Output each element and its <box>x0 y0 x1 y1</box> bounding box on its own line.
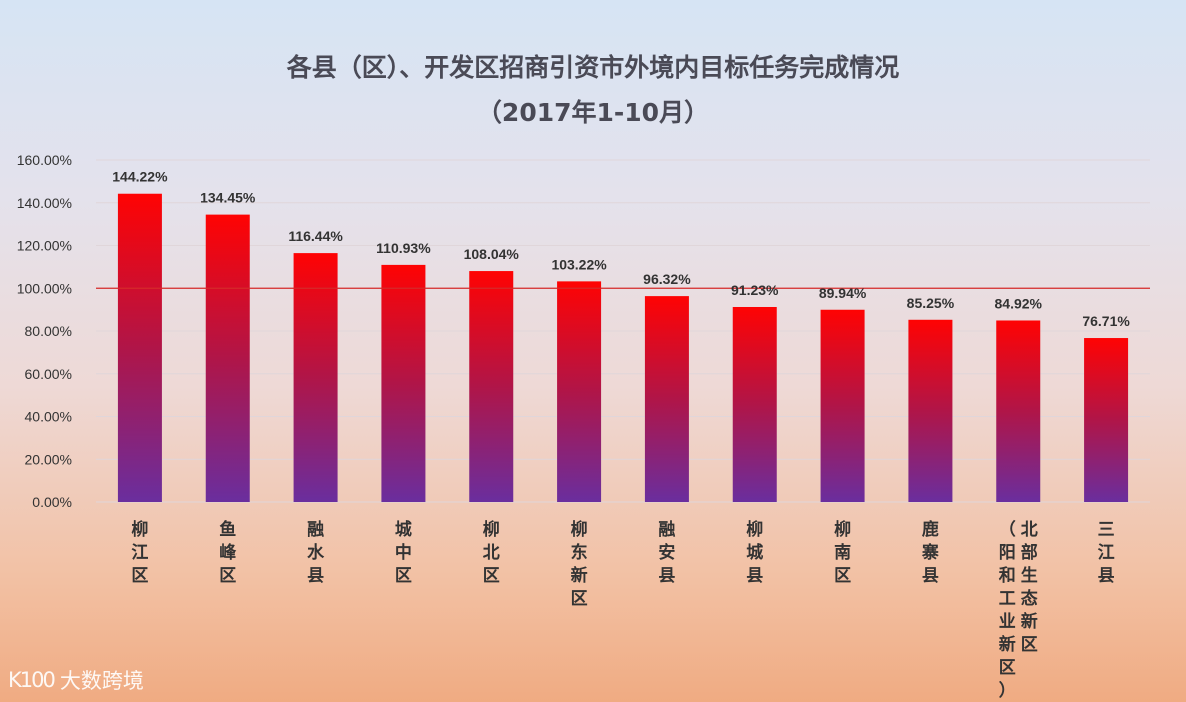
data-label: 134.45% <box>200 190 256 206</box>
x-tick-label-char: 东 <box>571 542 588 563</box>
x-tick-label-char: 县 <box>658 566 675 586</box>
x-tick-label-char: 态 <box>1021 588 1038 609</box>
grid-lines <box>96 159 1150 503</box>
bar <box>557 281 602 502</box>
x-tick-label-char: 城 <box>395 520 412 540</box>
x-tick-label-char: 阳 <box>999 543 1016 563</box>
bars <box>117 193 1129 503</box>
data-label: 89.94% <box>819 285 867 301</box>
bar <box>996 320 1041 502</box>
x-tick-label-char: （ <box>999 519 1016 540</box>
y-tick-label: 140.00% <box>17 195 72 211</box>
x-axis: 柳江区鱼峰区融水县城中区柳北区柳东新区融安县柳城县柳南区鹿寨县北部生态新区（阳和… <box>131 519 1114 701</box>
x-tick-label-char: 区 <box>219 566 236 586</box>
x-tick-label-char: 三 <box>1098 520 1115 540</box>
x-tick-label-char: 北 <box>1021 520 1038 540</box>
y-tick-label: 160.00% <box>17 152 72 168</box>
x-tick-label-char: 区 <box>571 589 588 609</box>
bar <box>908 319 953 502</box>
x-tick-label-char: 区 <box>834 566 851 586</box>
bar <box>469 271 514 502</box>
x-tick-label-char: 部 <box>1021 542 1038 563</box>
x-tick-label-char: 南 <box>834 542 851 563</box>
x-tick-label-char: 区 <box>483 566 500 586</box>
x-tick-label-char: 新 <box>571 565 588 586</box>
x-tick-label-char: 区 <box>999 658 1016 678</box>
x-tick-label-char: ） <box>999 680 1016 701</box>
watermark-text: 大数跨境 <box>59 669 144 693</box>
data-label: 96.32% <box>643 271 691 287</box>
y-tick-label: 80.00% <box>25 323 72 339</box>
y-axis: 0.00% 20.00% 40.00% 60.00% 80.00% 100.00% 120.… <box>17 152 72 510</box>
k100-logo-icon: K100 <box>8 668 56 692</box>
x-tick-label-char: 寨 <box>921 542 939 563</box>
data-label: 85.25% <box>907 295 955 311</box>
data-label: 116.44% <box>288 228 343 244</box>
x-tick-label-char: 城 <box>746 543 763 563</box>
data-label: 110.93% <box>376 240 431 256</box>
x-tick-label-char: 新 <box>999 634 1016 655</box>
x-tick-label-char: 江 <box>1098 543 1115 563</box>
y-tick-label: 0.00% <box>32 494 72 510</box>
bar <box>205 214 250 502</box>
x-tick-label-char: 融 <box>307 520 324 540</box>
bar <box>293 253 338 502</box>
x-tick-label-char: 区 <box>395 566 412 586</box>
data-label: 103.22% <box>551 256 607 272</box>
x-tick-label-char: 柳 <box>746 519 763 540</box>
x-tick-label-char: 北 <box>483 543 500 563</box>
data-label: 108.04% <box>464 246 520 262</box>
x-tick-label-char: 和 <box>999 566 1016 586</box>
y-tick-label: 60.00% <box>25 366 72 382</box>
data-label: 91.23% <box>731 282 779 298</box>
y-tick-label: 20.00% <box>25 451 72 467</box>
x-tick-label-char: 中 <box>395 542 412 563</box>
x-tick-label-char: 县 <box>307 566 324 586</box>
x-tick-label-char: 安 <box>658 542 675 563</box>
x-tick-label-char: 生 <box>1021 565 1038 586</box>
x-tick-label-char: 柳 <box>483 519 500 540</box>
x-tick-label-char: 鹿 <box>922 519 939 540</box>
x-tick-label-char: 县 <box>746 566 763 586</box>
x-tick-label-char: 柳 <box>131 519 148 540</box>
bar <box>820 309 865 502</box>
data-label: 144.22% <box>112 169 168 185</box>
x-tick-label-char: 柳 <box>834 519 851 540</box>
x-tick-label-char: 区 <box>1021 635 1038 655</box>
bar <box>732 306 777 502</box>
x-tick-label-char: 江 <box>131 543 148 563</box>
x-tick-label-char: 水 <box>307 542 325 563</box>
x-tick-label-char: 鱼 <box>219 519 236 540</box>
chart-title: 各县（区）、开发区招商引资市外境内目标任务完成情况 <box>286 53 900 82</box>
y-tick-label: 40.00% <box>25 409 72 425</box>
x-tick-label-char: 峰 <box>219 542 237 563</box>
y-tick-label: 120.00% <box>17 238 72 254</box>
x-tick-label-char: 区 <box>131 566 148 586</box>
x-tick-label-char: 县 <box>1098 566 1115 586</box>
x-tick-label-char: 新 <box>1021 611 1038 632</box>
bar <box>1084 338 1129 502</box>
data-label: 76.71% <box>1082 313 1130 329</box>
chart-subtitle: （2017年1-10月） <box>476 98 710 127</box>
data-label: 84.92% <box>995 295 1043 311</box>
x-tick-label-char: 业 <box>999 612 1016 632</box>
x-tick-label-char: 工 <box>999 589 1016 609</box>
bar <box>381 264 426 502</box>
data-labels: 144.22% 134.45% 116.44% 110.93% 108.04% 103.2… <box>112 169 1130 329</box>
x-tick-label-char: 柳 <box>571 519 588 540</box>
bar <box>644 296 689 502</box>
x-tick-label-char: 融 <box>658 520 675 540</box>
y-tick-label: 100.00% <box>17 280 72 296</box>
bar <box>117 193 162 503</box>
watermark: K100 大数跨境 <box>8 664 144 696</box>
x-tick-label-char: 县 <box>922 566 939 586</box>
